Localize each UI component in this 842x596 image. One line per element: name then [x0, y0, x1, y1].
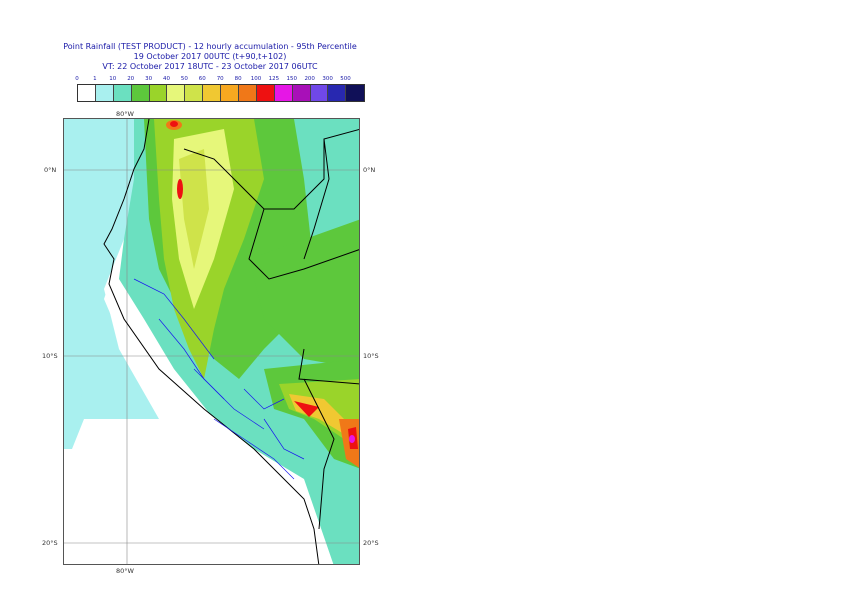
title-line-1: Point Rainfall (TEST PRODUCT) - 12 hourl… — [63, 42, 357, 51]
lon-label-bottom: 80°W — [116, 567, 134, 575]
colorbar-tick-label: 10 — [109, 76, 117, 82]
colorbar-labels: 0 1 10 20 30 40 50 60 70 80 100 125 150 200 300 500 — [70, 76, 351, 85]
colorbar-tick-label: 200 — [304, 76, 315, 82]
lon-label-top: 80°W — [116, 110, 134, 118]
colorbar-tick-label: 20 — [127, 76, 135, 82]
lat-label-20s-right: 20°S — [363, 539, 379, 547]
colorbar-tick-label: 40 — [163, 76, 170, 82]
colorbar-swatch — [149, 85, 168, 101]
colorbar-swatch — [328, 85, 347, 101]
lat-label-10s-left: 10°S — [42, 352, 58, 360]
colorbar-tick-label: 500 — [340, 76, 351, 82]
colorbar-tick-label: 60 — [198, 76, 206, 82]
colorbar-swatch — [221, 85, 240, 101]
colorbar-swatch — [167, 85, 186, 101]
colorbar-tick-label: 150 — [286, 76, 298, 82]
map-canvas — [64, 119, 359, 564]
colorbar-tick-label: 300 — [322, 76, 333, 82]
colorbar-swatch — [95, 85, 114, 101]
ocean-light-rain — [64, 119, 184, 419]
colorbar-tick-label: 100 — [250, 76, 262, 82]
colorbar-swatch — [256, 85, 275, 101]
colorbar-tick-label: 70 — [216, 76, 224, 82]
lat-label-eq-right: 0°N — [363, 166, 376, 174]
lat-label-eq-left: 0°N — [44, 166, 57, 174]
colorbar-swatch — [274, 85, 293, 101]
region-borders — [133, 278, 305, 480]
colorbar-swatch — [292, 85, 311, 101]
country-borders — [103, 119, 359, 564]
colorbar-swatch — [131, 85, 150, 101]
colorbar-swatch — [113, 85, 132, 101]
lat-label-20s-left: 20°S — [42, 539, 58, 547]
colorbar-swatch — [203, 85, 222, 101]
colorbar-tick-label: 1 — [93, 76, 97, 82]
colorbar-swatch — [78, 85, 96, 101]
dry-coast — [104, 284, 319, 564]
colorbar-tick-label: 30 — [145, 76, 153, 82]
colorbar-swatch — [185, 85, 204, 101]
heavy-rain-core — [294, 401, 319, 417]
colorbar-swatch — [346, 85, 365, 101]
colorbar — [77, 84, 366, 102]
title-line-3: VT: 22 October 2017 18UTC - 23 October 2… — [102, 62, 318, 71]
lat-label-10s-right: 10°S — [363, 352, 379, 360]
colorbar-swatch — [239, 85, 257, 101]
map-title: Point Rainfall (TEST PRODUCT) - 12 hourl… — [60, 42, 360, 72]
colorbar-tick-label: 125 — [268, 76, 280, 82]
colorbar-tick-label: 50 — [180, 76, 188, 82]
rainfall-map — [63, 118, 360, 565]
colorbar-tick-label: 0 — [75, 76, 79, 82]
graticule — [64, 119, 359, 564]
colorbar-swatch — [310, 85, 329, 101]
colorbar-tick-label: 80 — [234, 76, 242, 82]
title-line-2: 19 October 2017 00UTC (t+90,t+102) — [133, 52, 287, 61]
